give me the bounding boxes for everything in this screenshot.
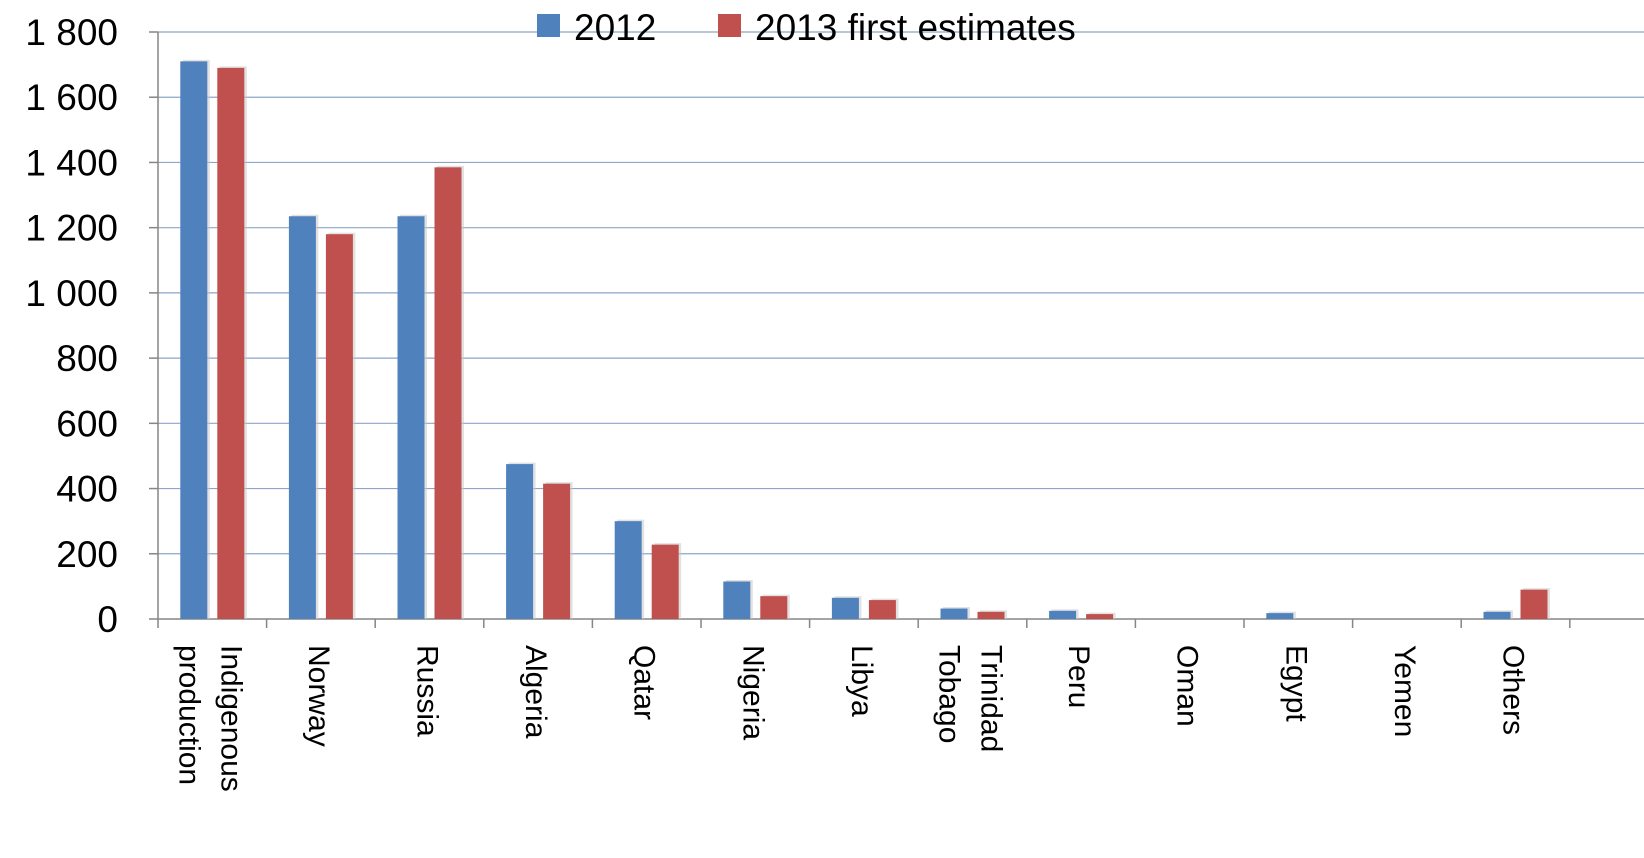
y-tick-label: 1 400 <box>25 142 118 183</box>
axes <box>149 31 1644 628</box>
bar-2013-first-estimates <box>868 600 896 619</box>
y-tick-label: 800 <box>56 338 118 379</box>
x-category-label: Russia <box>411 645 444 737</box>
x-category-label: Others <box>1497 645 1530 735</box>
x-category-label: Tobago <box>933 645 966 743</box>
bar-2013-first-estimates <box>543 483 571 619</box>
x-category-label: Yemen <box>1388 645 1421 737</box>
x-category-label: Libya <box>845 645 878 717</box>
x-category-label: Trinidad <box>975 645 1008 752</box>
bar-2013-first-estimates <box>1086 614 1114 619</box>
bar-2012 <box>723 581 751 619</box>
x-category-label: Peru <box>1062 645 1095 708</box>
x-category-label: Nigeria <box>736 645 769 740</box>
legend-swatch <box>537 14 560 37</box>
bar-2012 <box>1483 611 1511 619</box>
bar-2012 <box>506 464 534 619</box>
x-category-label: Oman <box>1171 645 1204 727</box>
y-tick-label: 1 200 <box>25 208 118 249</box>
x-category-label: Qatar <box>628 645 661 720</box>
x-category-label: production <box>172 645 205 785</box>
legend-swatch <box>718 14 741 37</box>
x-category-label: Norway <box>302 645 335 747</box>
bar-2012 <box>397 216 425 619</box>
gridlines <box>158 31 1644 555</box>
y-tick-label: 400 <box>56 469 118 510</box>
bar-2013-first-estimates <box>325 234 353 619</box>
bar-2012 <box>831 597 859 619</box>
bar-2013-first-estimates <box>977 611 1005 619</box>
legend-label: 2013 first estimates <box>755 7 1076 48</box>
x-axis-category-labels: Indigenous production Norway Russia Algeria Q… <box>172 645 1529 792</box>
legend-label: 2012 <box>574 7 656 48</box>
bar-2012 <box>1266 613 1294 619</box>
y-tick-label: 600 <box>56 403 118 444</box>
y-tick-label: 1 000 <box>25 273 118 314</box>
x-category-label: Indigenous <box>214 645 247 792</box>
bars <box>180 59 1550 620</box>
bar-2012 <box>940 608 968 619</box>
bar-2013-first-estimates <box>434 167 462 619</box>
bar-2012 <box>288 216 316 619</box>
x-category-label: Egypt <box>1279 645 1312 722</box>
bar-2013-first-estimates <box>651 544 679 619</box>
bar-2012 <box>614 521 642 619</box>
y-axis-tick-labels: 0 200 400 600 800 1 000 1 200 1 400 1 600 1 800 <box>25 12 118 640</box>
y-tick-label: 1 800 <box>25 12 118 53</box>
legend: 2012 2013 first estimates <box>537 7 1076 48</box>
bar-2013-first-estimates <box>217 67 245 620</box>
bar-2012 <box>180 61 208 620</box>
y-tick-label: 0 <box>97 599 118 640</box>
bar-2013-first-estimates <box>1520 589 1548 619</box>
y-tick-label: 1 600 <box>25 77 118 118</box>
bar-2013-first-estimates <box>760 596 788 619</box>
x-category-label: Algeria <box>519 645 552 739</box>
bar-2012 <box>1049 610 1077 619</box>
y-tick-label: 200 <box>56 534 118 575</box>
